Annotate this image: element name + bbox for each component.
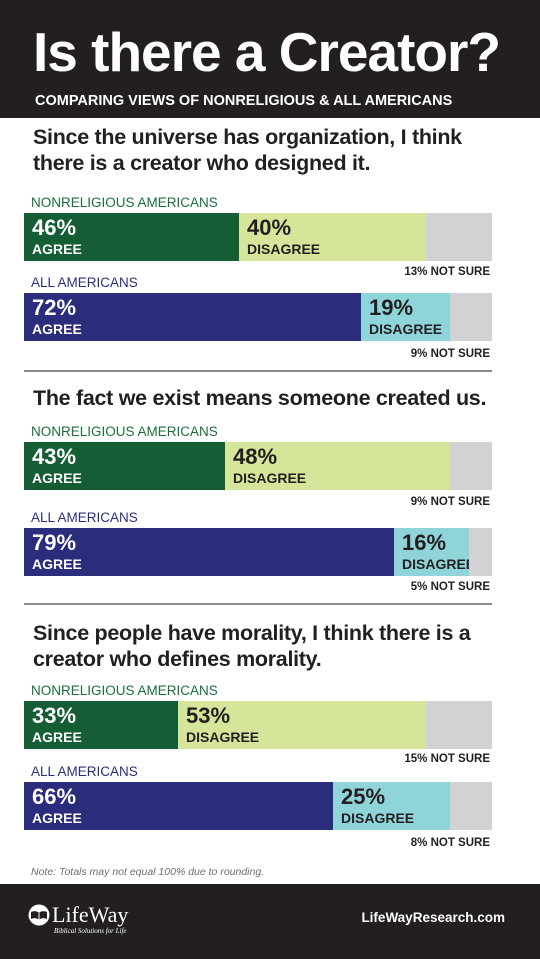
disagree-label: DISAGREE	[233, 470, 307, 486]
bar-segment-agree: 72% AGREE	[24, 293, 361, 341]
disagree-label: DISAGREE	[186, 729, 260, 745]
not-sure-label: 8% NOT SURE	[410, 837, 490, 849]
group-label: NONRELIGIOUS AMERICANS	[31, 424, 218, 439]
disagree-label: DISAGREE	[341, 810, 415, 826]
group-label: ALL AMERICANS	[31, 510, 138, 525]
footnote: Note: Totals may not equal 100% due to r…	[31, 866, 265, 878]
bar-segment-disagree: 40% DISAGREE	[239, 213, 426, 261]
not-sure-label: 9% NOT SURE	[410, 496, 490, 508]
website-link[interactable]: LifeWayResearch.com	[361, 910, 505, 925]
not-sure-label: 13% NOT SURE	[404, 266, 490, 278]
agree-percent: 46%	[32, 215, 77, 240]
open-book-icon	[28, 904, 50, 926]
bar-segment-disagree: 53% DISAGREE	[178, 701, 426, 749]
disagree-percent: 16%	[402, 530, 447, 555]
question-text: Since people have morality, I think ther…	[33, 621, 471, 671]
disagree-percent: 48%	[233, 444, 278, 469]
disagree-percent: 40%	[247, 215, 292, 240]
section-divider	[24, 603, 492, 605]
lifeway-logo[interactable]: LifeWay Biblical Solutions for Life	[28, 902, 138, 938]
stacked-bar: 79% AGREE 16% DISAGREE	[24, 528, 492, 576]
agree-percent: 79%	[32, 530, 77, 555]
disagree-label: DISAGREE	[369, 321, 443, 337]
agree-percent: 43%	[32, 444, 77, 469]
agree-percent: 33%	[32, 703, 77, 728]
not-sure-label: 15% NOT SURE	[404, 753, 490, 765]
disagree-label: DISAGREE	[402, 556, 476, 572]
disagree-percent: 53%	[186, 703, 231, 728]
disagree-percent: 25%	[341, 784, 386, 809]
agree-percent: 66%	[32, 784, 77, 809]
agree-label: AGREE	[32, 729, 82, 745]
bar-segment-agree: 79% AGREE	[24, 528, 394, 576]
not-sure-label: 9% NOT SURE	[410, 348, 490, 360]
agree-label: AGREE	[32, 470, 82, 486]
group-label: NONRELIGIOUS AMERICANS	[31, 683, 218, 698]
bar-segment-agree: 33% AGREE	[24, 701, 178, 749]
page-subtitle: COMPARING VIEWS OF NONRELIGIOUS & ALL AM…	[35, 93, 453, 109]
page-title: Is there a Creator?	[33, 21, 501, 83]
group-label: ALL AMERICANS	[31, 275, 138, 290]
logo-tagline: Biblical Solutions for Life	[54, 927, 127, 935]
bar-segment-not-sure	[450, 442, 492, 490]
disagree-label: DISAGREE	[247, 241, 321, 257]
disagree-percent: 19%	[369, 295, 414, 320]
header-banner: Is there a Creator? COMPARING VIEWS OF N…	[0, 0, 540, 118]
stacked-bar: 43% AGREE 48% DISAGREE	[24, 442, 492, 490]
agree-label: AGREE	[32, 321, 82, 337]
logo-name: LifeWay	[52, 902, 129, 927]
section-divider	[24, 370, 492, 372]
bar-segment-disagree: 19% DISAGREE	[361, 293, 450, 341]
bar-segment-agree: 46% AGREE	[24, 213, 239, 261]
stacked-bar: 33% AGREE 53% DISAGREE	[24, 701, 492, 749]
agree-label: AGREE	[32, 241, 82, 257]
bar-segment-disagree: 16% DISAGREE	[394, 528, 475, 576]
bar-segment-disagree: 25% DISAGREE	[333, 782, 450, 830]
bar-segment-not-sure	[450, 782, 492, 830]
group-label: NONRELIGIOUS AMERICANS	[31, 195, 218, 210]
question-text: The fact we exist means someone created …	[33, 386, 487, 410]
bar-segment-disagree: 48% DISAGREE	[225, 442, 450, 490]
bar-segment-not-sure	[426, 701, 492, 749]
stacked-bar: 72% AGREE 19% DISAGREE	[24, 293, 492, 341]
group-label: ALL AMERICANS	[31, 764, 138, 779]
agree-label: AGREE	[32, 810, 82, 826]
stacked-bar: 46% AGREE 40% DISAGREE	[24, 213, 492, 261]
question-text: Since the universe has organization, I t…	[33, 125, 462, 175]
agree-percent: 72%	[32, 295, 77, 320]
bar-segment-agree: 43% AGREE	[24, 442, 225, 490]
bar-segment-not-sure	[426, 213, 492, 261]
footer: LifeWay Biblical Solutions for Life Life…	[0, 884, 540, 959]
agree-label: AGREE	[32, 556, 82, 572]
stacked-bar: 66% AGREE 25% DISAGREE	[24, 782, 492, 830]
bar-segment-agree: 66% AGREE	[24, 782, 333, 830]
bar-segment-not-sure	[450, 293, 492, 341]
bar-segment-not-sure	[469, 528, 492, 576]
not-sure-label: 5% NOT SURE	[410, 581, 490, 593]
